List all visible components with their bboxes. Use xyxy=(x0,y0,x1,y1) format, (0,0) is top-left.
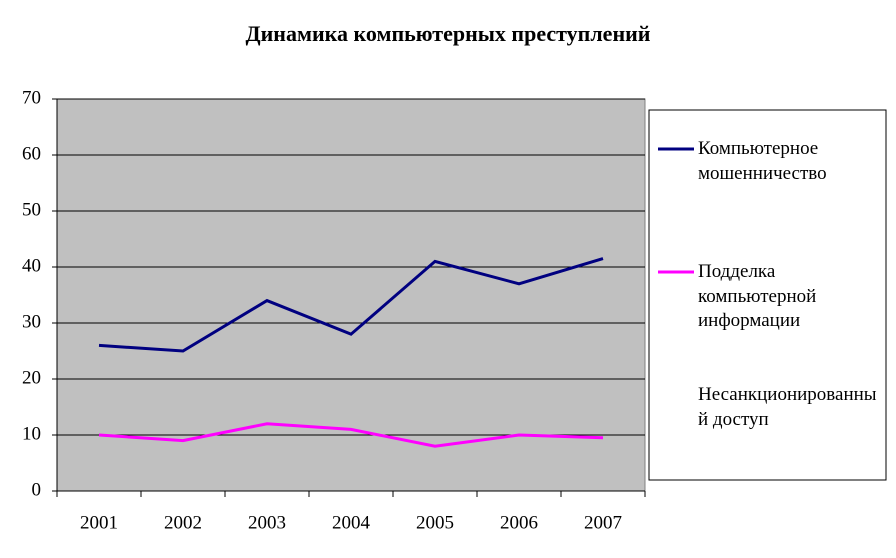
x-tick-label: 2006 xyxy=(500,512,538,533)
legend-label: Подделка компьютерной информации xyxy=(698,261,817,331)
y-tick-label: 0 xyxy=(32,479,42,500)
legend-box xyxy=(648,109,887,481)
x-tick-label: 2005 xyxy=(416,512,454,533)
y-tick-label: 30 xyxy=(22,311,41,332)
legend-label: Несанкционированный доступ xyxy=(698,384,877,430)
y-tick-label: 50 xyxy=(22,199,41,220)
plot-area xyxy=(56,98,646,492)
chart-title: Динамика компьютерных преступлений xyxy=(246,21,651,46)
y-tick-label: 10 xyxy=(22,423,41,444)
y-tick-label: 60 xyxy=(22,143,41,164)
y-tick-label: 20 xyxy=(22,367,41,388)
x-tick-label: 2002 xyxy=(164,512,202,533)
x-tick-label: 2004 xyxy=(332,512,371,533)
x-tick-label: 2003 xyxy=(248,512,286,533)
series-line xyxy=(98,422,604,448)
legend-label: Компьютерное мошенничество xyxy=(698,138,827,184)
series-line xyxy=(98,257,604,353)
y-tick-label: 40 xyxy=(22,255,41,276)
x-tick-label: 2001 xyxy=(80,512,118,533)
y-tick-label: 70 xyxy=(22,87,41,108)
x-tick-label: 2007 xyxy=(584,512,622,533)
